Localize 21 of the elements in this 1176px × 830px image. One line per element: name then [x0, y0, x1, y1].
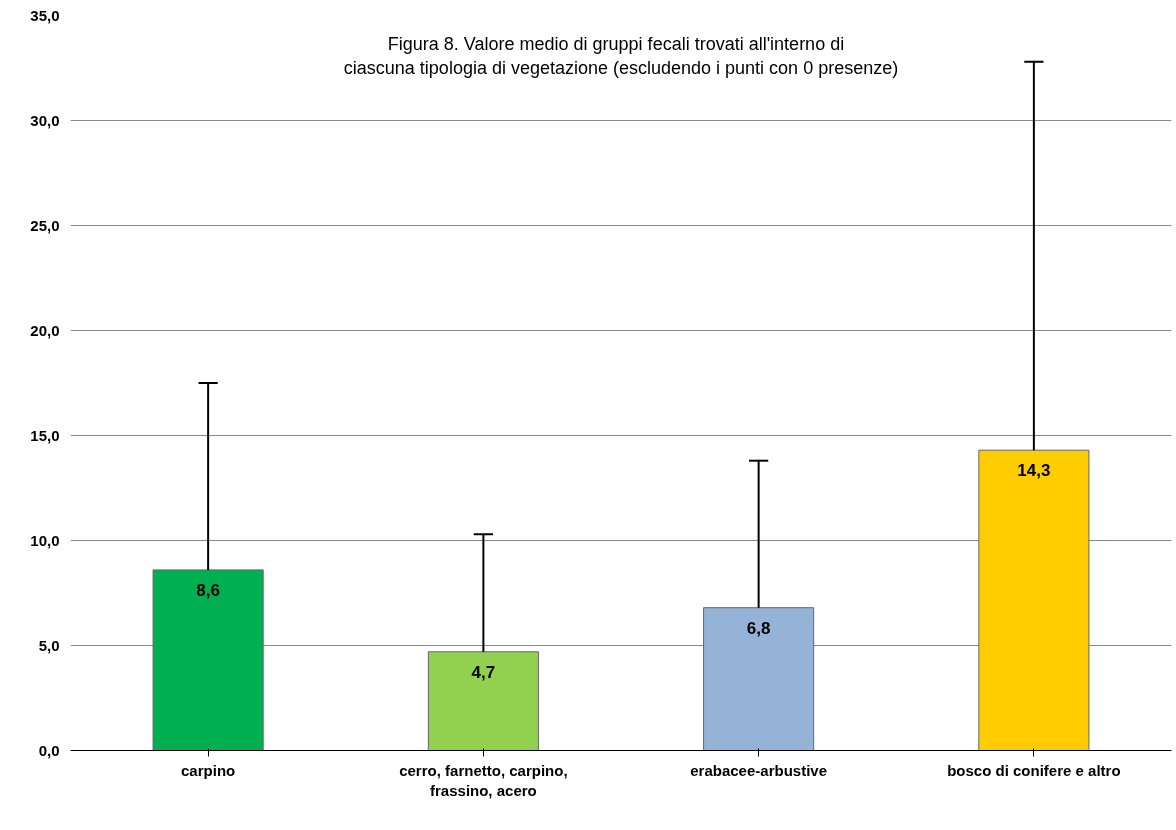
data-label: 8,6	[196, 580, 220, 600]
data-label: 4,7	[471, 662, 496, 682]
data-label: 6,8	[746, 618, 771, 638]
y-tick-label: 25,0	[30, 216, 60, 234]
data-label: 14,3	[1017, 461, 1051, 481]
x-tick-label: cerro, farnetto, carpino, frassino, acero	[399, 761, 568, 799]
y-tick-label: 30,0	[30, 111, 60, 129]
y-tick-label: 5,0	[38, 636, 60, 654]
x-tick-label: bosco di conifere e altro	[947, 761, 1121, 779]
y-tick-label: 10,0	[30, 531, 60, 549]
bar	[978, 449, 1090, 751]
y-tick-label: 20,0	[30, 321, 60, 339]
bar	[152, 569, 264, 751]
text: Figura 8. Valore medio di gruppi fecali trovati all'interno di ciascuna tipologia di vegetazione (escludendo i punti con 0 presenze)	[343, 33, 899, 78]
x-tick-label: erabacee-arbustive	[690, 761, 827, 779]
y-tick-label: 35,0	[30, 6, 60, 24]
y-tick-label: 15,0	[30, 426, 60, 444]
bar	[703, 607, 815, 751]
bar	[427, 651, 539, 751]
x-tick-label: carpino	[181, 761, 236, 779]
y-tick-label: 0,0	[38, 741, 60, 759]
